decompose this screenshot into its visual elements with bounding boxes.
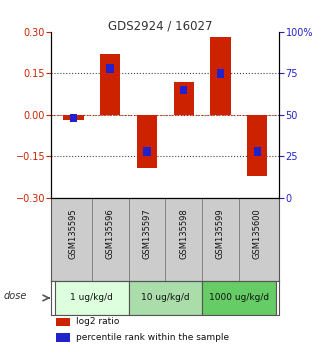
Bar — [137, 115, 157, 167]
Bar — [210, 38, 230, 115]
Text: percentile rank within the sample: percentile rank within the sample — [76, 333, 230, 342]
Bar — [128, 281, 202, 315]
Bar — [63, 115, 83, 120]
Text: GSM135600: GSM135600 — [253, 208, 262, 259]
Text: 10 ug/kg/d: 10 ug/kg/d — [141, 293, 190, 302]
Text: log2 ratio: log2 ratio — [76, 318, 120, 326]
Bar — [174, 82, 194, 115]
Text: 1 ug/kg/d: 1 ug/kg/d — [70, 293, 113, 302]
Text: GSM135596: GSM135596 — [106, 208, 115, 259]
Bar — [143, 147, 151, 156]
Bar — [107, 64, 114, 73]
Bar — [202, 281, 276, 315]
Bar — [217, 69, 224, 78]
Text: GSM135598: GSM135598 — [179, 208, 188, 259]
Text: GSM135595: GSM135595 — [69, 208, 78, 259]
Bar — [180, 86, 187, 94]
Bar — [56, 318, 70, 326]
Bar — [55, 281, 128, 315]
Bar — [56, 333, 70, 342]
Text: dose: dose — [3, 291, 27, 301]
Text: GSM135597: GSM135597 — [143, 208, 152, 259]
Bar — [247, 115, 267, 176]
Bar — [100, 54, 120, 115]
Text: 1000 ug/kg/d: 1000 ug/kg/d — [209, 293, 269, 302]
Text: GSM135599: GSM135599 — [216, 208, 225, 259]
Bar — [254, 147, 261, 156]
Text: GDS2924 / 16027: GDS2924 / 16027 — [108, 19, 213, 33]
Bar — [70, 114, 77, 122]
